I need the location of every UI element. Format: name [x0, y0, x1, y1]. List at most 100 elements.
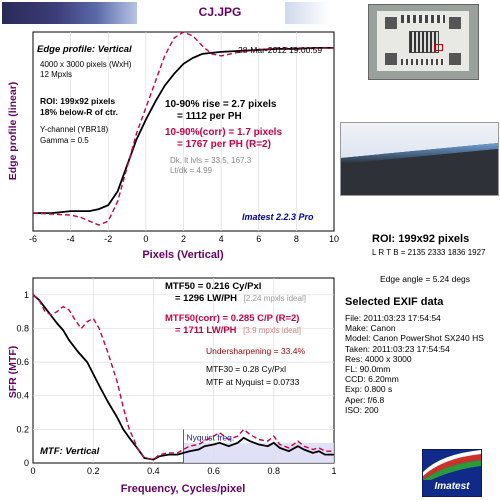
exif-file: File: 2011:03:23 17:54:54 — [345, 313, 441, 323]
edge-profile-x-ticks: -6 -4 -2 0 2 4 6 8 10 — [29, 234, 339, 244]
thumbnail-block-3 — [385, 53, 397, 65]
mtf50-corr-lwph-line: = 1711 LW/PH — [175, 325, 237, 336]
edge-profile-x-tick: 2 — [181, 234, 186, 244]
gradient-bar — [2, 2, 137, 24]
light-dark-ratio-line: Lt/dk = 4.99 — [170, 166, 213, 175]
roi-title: ROI: 199x92 pixels — [372, 233, 470, 245]
mtf-series — [32, 294, 334, 461]
exif-res: Res: 4000 x 3000 — [345, 353, 412, 364]
thumbnail-block-1 — [385, 17, 397, 29]
roi-info: ROI: 199x92 pixels 18% below-R of ctr. — [40, 96, 118, 117]
logo-stripe-white — [423, 450, 481, 476]
undersharpening: Undersharpening = 33.4% — [206, 346, 305, 356]
mtf-x-ticks: 0 0.2 0.4 0.6 0.8 1 — [30, 466, 336, 476]
channel-line: Y-channel (YBR18) — [40, 125, 109, 134]
mtf-x-tick: 0.2 — [87, 466, 100, 476]
roi-crop-svg — [341, 123, 498, 195]
rise-line: 10-90% rise = 2.7 pixels — [165, 99, 277, 110]
exif-iso: ISO: 200 — [345, 404, 379, 415]
mtf50-info: MTF50 = 0.216 Cy/Pxl = 1296 LW/PH [2.24 … — [165, 281, 306, 305]
file-title: CJ.JPG — [198, 5, 242, 19]
rise-corr-per-ph-line: = 1767 per PH (R=2) — [177, 139, 271, 150]
exif-title: Selected EXIF data — [345, 296, 444, 308]
exif-taken: Taken: 2011:03:23 17:54:54 — [345, 343, 450, 354]
edge-profile-grid — [70, 32, 297, 231]
mtf50-line: MTF50 = 0.216 Cy/Pxl — [165, 281, 262, 292]
roi-dark-region — [341, 149, 498, 195]
edge-profile-corrected-series — [32, 31, 334, 226]
rise-info: 10-90% rise = 2.7 pixels = 1112 per PH — [165, 99, 276, 123]
roi-edge-band — [341, 143, 498, 164]
version-label: Imatest 2.2.3 Pro — [242, 212, 314, 222]
roi-size-line: ROI: 199x92 pixels — [40, 96, 116, 106]
roi-marker — [434, 44, 443, 51]
thumbnail-block-4 — [449, 53, 461, 65]
gamma-line: Gamma = 0.5 — [40, 135, 89, 145]
exif-ccd: CCD: 6.20mm — [345, 374, 399, 385]
logo-stripes-icon — [423, 450, 481, 484]
thumbnail-center — [409, 31, 439, 53]
thumbnail-bars-2 — [401, 59, 445, 65]
rise-corr-line: 10-90%(corr) = 1.7 pixels — [165, 127, 283, 138]
mtf50-corr-lwph-row: = 1711 LW/PH [3.9 mpxls ideal] — [165, 325, 301, 337]
exif-aper: Aper: f/6.8 — [345, 394, 385, 405]
mtf-y-tick: 1 — [24, 290, 29, 300]
mtf-x-tick: 1 — [331, 466, 336, 476]
logo-text: Imatest — [434, 481, 470, 492]
mtf-plot: 0 0.2 0.4 0.6 0.8 1 0 0.2 0.4 0.6 0.8 1 Nyquist fr… — [7, 277, 337, 495]
mtf-corrected-series — [32, 294, 334, 461]
mtf-y-tick: 0.6 — [16, 357, 29, 367]
image-size-line: 4000 x 3000 pixels (WxH) — [40, 60, 132, 69]
mtf-title: MTF: Vertical — [40, 446, 100, 457]
channel-info: Y-channel (YBR18) Gamma = 0.5 — [40, 125, 108, 146]
edge-profile-x-tick: -4 — [67, 234, 75, 244]
mtf-at-nyquist: MTF at Nyquist = 0.0733 — [206, 377, 300, 387]
thumbnail-bars — [401, 15, 445, 23]
thumbnail-chart — [377, 11, 469, 71]
mtf50-lwph-row: = 1296 LW/PH [2.24 mpxls ideal] — [165, 293, 306, 305]
mtf50-corr-info: MTF50(corr) = 0.285 C/P (R=2) = 1711 LW/… — [165, 313, 301, 337]
edge-profile-x-tick: 0 — [143, 234, 148, 244]
edge-profile-x-tick: 10 — [329, 234, 339, 244]
test-chart-thumbnail — [368, 4, 479, 80]
exif-exp: Exp: 0.800 s — [345, 384, 393, 395]
roi-light-region — [341, 123, 498, 158]
mtf50-corr-ideal: [3.9 mpxls ideal] — [243, 326, 301, 335]
mtf-x-tick: 0.8 — [268, 466, 281, 476]
gradient-bar-right — [285, 2, 330, 24]
mtf-x-tick: 0 — [30, 466, 35, 476]
roi-coords: L R T B = 2135 2333 1836 1927 — [372, 248, 486, 257]
edge-profile-x-tick: -6 — [29, 234, 37, 244]
edge-profile-plot: -6 -4 -2 0 2 4 6 8 10 Pixels (Vertical) Edge pro… — [7, 31, 339, 261]
rise-corr-info: 10-90%(corr) = 1.7 pixels = 1767 per PH … — [165, 127, 282, 151]
edge-profile-x-tick: 6 — [256, 234, 261, 244]
logo-stripe-red — [423, 454, 481, 480]
mtf-grid — [33, 278, 334, 463]
exif-list: File: 2011:03:23 17:54:54 Make: Canon Mo… — [345, 313, 484, 415]
mtf30: MTF30 = 0.28 Cy/Pxl — [206, 364, 287, 374]
exif-fl: FL: 90.0mm — [345, 364, 391, 375]
mtf-curves — [32, 294, 334, 461]
dark-light-levels-line: Dk, lt lvls = 33.5, 167.3 — [170, 156, 252, 165]
edge-profile-curves — [32, 31, 334, 226]
edge-profile-timestamp: 28-Mar-2012 19:00:59 — [238, 45, 323, 55]
nyquist-label: Nyquist freq. — [187, 432, 235, 442]
edge-profile-title: Edge profile: Vertical — [37, 44, 132, 55]
levels-info: Dk, lt lvls = 33.5, 167.3 Lt/dk = 4.99 — [170, 156, 251, 176]
edge-angle: Edge angle = 5.24 degs — [380, 274, 471, 284]
mtf-x-tick: 0.6 — [207, 466, 220, 476]
mtf-y-tick: 0.2 — [16, 424, 29, 434]
roi-location-line: 18% below-R of ctr. — [40, 106, 118, 117]
logo-stripe-green — [423, 460, 481, 484]
rise-per-ph-line: = 1112 per PH — [177, 111, 242, 122]
mtf-y-tick: 0 — [24, 458, 29, 468]
edge-profile-series — [33, 47, 334, 215]
imatest-logo: Imatest — [422, 449, 482, 497]
mtf-y-ticks: 0 0.2 0.4 0.6 0.8 1 — [16, 290, 29, 468]
edge-profile-xlabel: Pixels (Vertical) — [142, 249, 224, 261]
megapixels-line: 12 Mpxls — [40, 70, 73, 79]
mtf-y-tick: 0.4 — [16, 391, 29, 401]
edge-profile-x-tick: -2 — [104, 234, 112, 244]
edge-profile-x-tick: 8 — [294, 234, 299, 244]
